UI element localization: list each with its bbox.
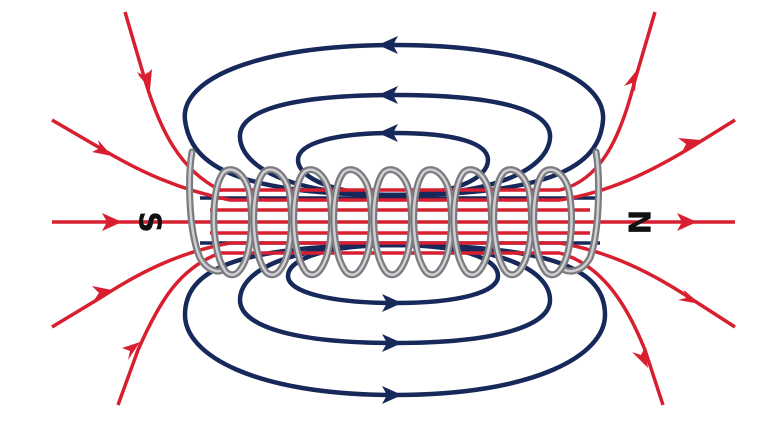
coil-turn bbox=[292, 168, 333, 276]
arrow-left-icon bbox=[378, 124, 398, 142]
arrow-left-icon bbox=[378, 86, 398, 104]
field-line-right-1 bbox=[559, 11, 657, 192]
external-field-arrows bbox=[92, 69, 700, 368]
arrow-right-icon bbox=[382, 294, 402, 312]
arrow-down-icon bbox=[632, 347, 648, 368]
arrow-right-icon bbox=[678, 138, 700, 152]
coil-turn bbox=[332, 168, 373, 276]
coil-turn bbox=[532, 168, 573, 276]
field-loop-top-inner bbox=[295, 130, 491, 198]
solenoid-coil bbox=[186, 148, 602, 279]
coil-lead-left bbox=[188, 150, 224, 273]
field-line-left-5 bbox=[116, 251, 560, 406]
field-line-left-4 bbox=[51, 241, 560, 329]
field-line-left-1 bbox=[123, 11, 560, 194]
coil-lead-right bbox=[560, 150, 600, 273]
external-field-lines bbox=[51, 11, 736, 406]
coil-turn bbox=[452, 168, 493, 276]
coil-turn bbox=[212, 168, 253, 276]
south-pole-label: S bbox=[132, 211, 167, 233]
arrow-down-icon bbox=[137, 69, 152, 90]
north-pole-label: N bbox=[621, 209, 656, 234]
coil-turn bbox=[252, 168, 293, 276]
internal-field-loops bbox=[182, 42, 608, 398]
arrow-up-icon bbox=[122, 342, 140, 360]
field-line-right-2 bbox=[559, 118, 736, 202]
arrow-down-icon bbox=[678, 290, 700, 304]
coil-turn bbox=[412, 168, 453, 276]
arrow-left-icon bbox=[378, 36, 398, 54]
coil-turn bbox=[372, 168, 413, 276]
arrow-right-icon bbox=[102, 213, 122, 231]
field-line-right-5 bbox=[559, 251, 665, 406]
arrow-right-icon bbox=[382, 334, 402, 352]
arrow-up-icon bbox=[92, 286, 112, 300]
internal-field-arrows bbox=[378, 36, 402, 404]
field-loop-bottom-inner bbox=[285, 242, 501, 306]
coil-turn bbox=[492, 168, 533, 276]
arrow-up-icon bbox=[624, 70, 637, 92]
arrow-right-icon bbox=[382, 386, 402, 404]
arrow-right-icon bbox=[92, 140, 112, 156]
field-line-right-4 bbox=[559, 241, 736, 329]
arrow-right-icon bbox=[677, 213, 697, 231]
